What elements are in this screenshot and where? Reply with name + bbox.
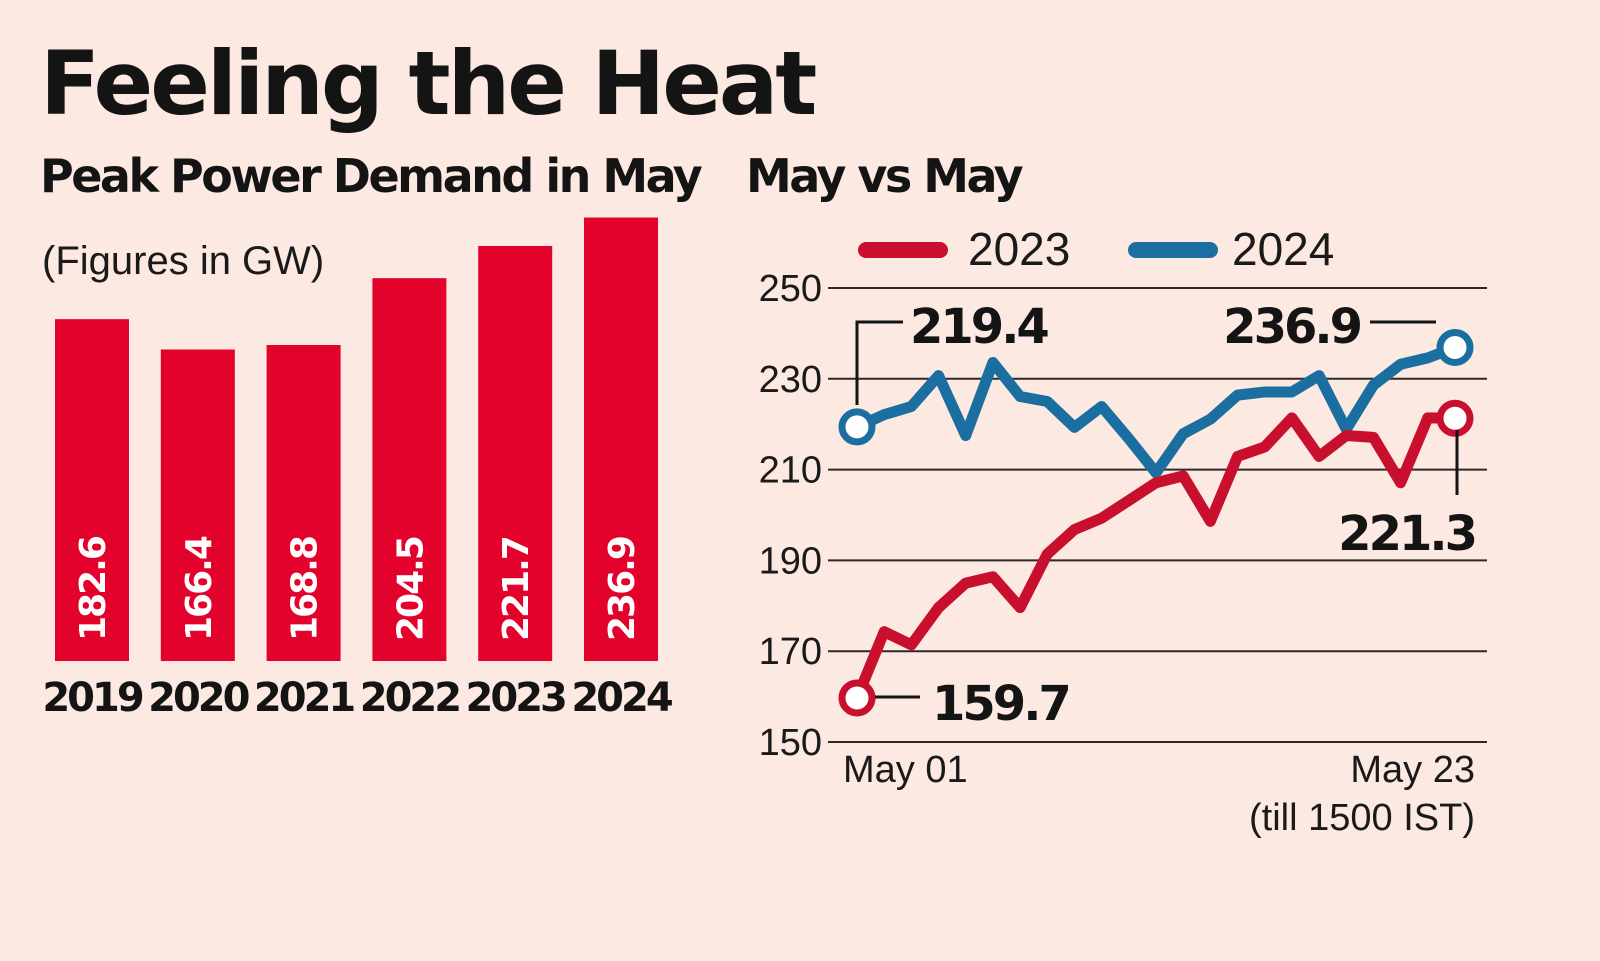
y-tick-label: 150 <box>759 722 822 764</box>
bar-2023 <box>478 245 553 661</box>
bar-value-label: 166.4 <box>179 536 220 641</box>
bar-value-label: 182.6 <box>73 536 114 641</box>
label-start-2023: 159.7 <box>932 676 1069 732</box>
label-end-2024: 236.9 <box>1223 299 1360 355</box>
main-title: Feeling the Heat <box>40 32 816 135</box>
x-tick-end-note: (till 1500 IST) <box>1249 797 1475 839</box>
bar-category-label: 2019 <box>42 675 142 721</box>
leader-start-2024 <box>855 320 903 405</box>
x-tick-start: May 01 <box>843 749 968 791</box>
y-tick-label: 210 <box>759 450 822 492</box>
bar-category-label: 2020 <box>148 675 248 721</box>
y-tick-label: 230 <box>759 359 822 401</box>
line-chart-title: May vs May <box>746 149 1024 203</box>
legend-label-2023: 2023 <box>968 223 1070 275</box>
y-tick-label: 250 <box>759 268 822 310</box>
bar-value-label: 204.5 <box>390 537 431 641</box>
bar-value-label: 236.9 <box>602 537 643 641</box>
marker-2023-end <box>1436 399 1474 437</box>
x-tick-end: May 23 <box>1350 749 1475 791</box>
line-chart <box>838 328 1474 717</box>
line-chart-grid: 250 230 210 190 170 150 <box>759 268 1487 764</box>
marker-2024-start <box>838 408 876 446</box>
bar-chart: 182.6 2019 166.4 2020 168.8 2021 204.5 2022 221.… <box>42 217 675 721</box>
label-start-2024: 219.4 <box>910 299 1048 355</box>
x-axis-labels: May 01 May 23 (till 1500 IST) <box>843 749 1475 839</box>
bar-category-label: 2022 <box>360 675 459 721</box>
bar-category-label: 2023 <box>466 675 565 721</box>
label-end-2023: 221.3 <box>1338 506 1475 562</box>
series-line-2024 <box>851 341 1461 479</box>
y-tick-label: 170 <box>759 631 822 673</box>
legend: 2023 2024 <box>858 223 1334 275</box>
bar-2019 <box>55 319 129 661</box>
bar-value-label: 168.8 <box>285 537 326 641</box>
bar-2020 <box>160 349 235 661</box>
bar-category-label: 2021 <box>254 675 354 721</box>
bar-2024 <box>584 217 658 661</box>
marker-2023-start <box>838 679 876 717</box>
marker-2024-end <box>1436 328 1474 366</box>
annotations: 219.4 236.9 159.7 221.3 <box>855 299 1478 732</box>
bar-value-label: 221.7 <box>496 537 537 641</box>
bar-chart-title: Peak Power Demand in May <box>40 149 703 203</box>
bar-chart-subtitle: (Figures in GW) <box>42 239 324 283</box>
y-tick-label: 190 <box>759 540 822 582</box>
bar-category-label: 2024 <box>571 675 671 721</box>
bar-2022 <box>372 278 447 661</box>
bar-2021 <box>266 345 341 661</box>
series-line-2023 <box>851 412 1461 704</box>
legend-label-2024: 2024 <box>1232 223 1334 275</box>
